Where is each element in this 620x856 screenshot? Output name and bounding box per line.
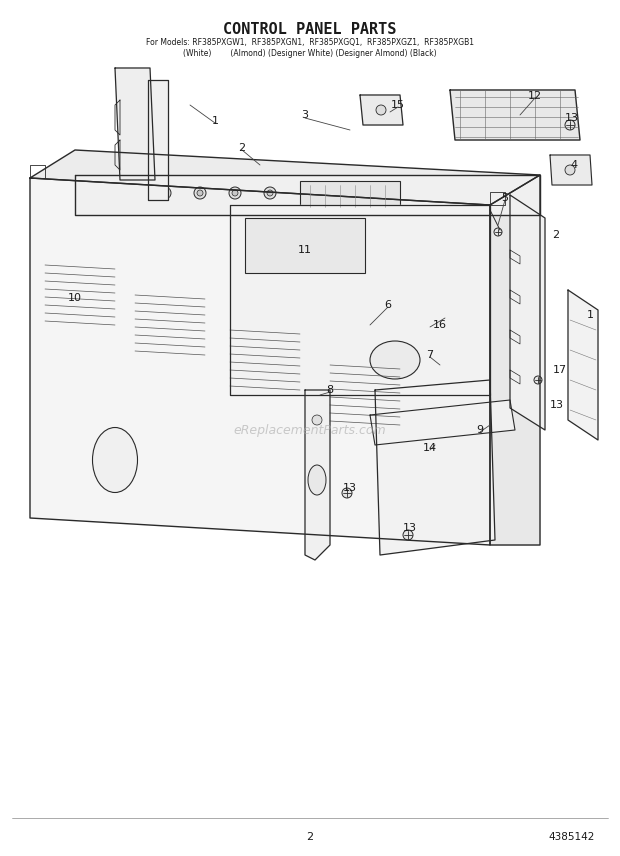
- Text: 13: 13: [343, 483, 357, 493]
- Text: 8: 8: [327, 385, 334, 395]
- Text: 7: 7: [427, 350, 433, 360]
- Text: eReplacementParts.com: eReplacementParts.com: [234, 424, 386, 437]
- Polygon shape: [30, 150, 540, 205]
- Ellipse shape: [92, 427, 138, 492]
- Text: 5: 5: [502, 193, 508, 203]
- Text: 14: 14: [423, 443, 437, 453]
- Circle shape: [534, 376, 542, 384]
- Polygon shape: [490, 175, 540, 545]
- Polygon shape: [450, 90, 580, 140]
- Ellipse shape: [370, 341, 420, 379]
- Polygon shape: [510, 195, 545, 430]
- Circle shape: [194, 187, 206, 199]
- Text: 15: 15: [391, 100, 405, 110]
- Ellipse shape: [308, 465, 326, 495]
- Circle shape: [264, 187, 276, 199]
- Text: 13: 13: [565, 113, 579, 123]
- Polygon shape: [360, 95, 403, 125]
- Circle shape: [376, 105, 386, 115]
- Circle shape: [347, 322, 363, 338]
- Text: 13: 13: [403, 523, 417, 533]
- Text: 12: 12: [528, 91, 542, 101]
- Text: 6: 6: [384, 300, 391, 310]
- Circle shape: [267, 190, 273, 196]
- Text: 3: 3: [301, 110, 309, 120]
- Text: 17: 17: [553, 365, 567, 375]
- Polygon shape: [115, 68, 155, 180]
- Polygon shape: [230, 205, 490, 395]
- Text: 2: 2: [306, 832, 314, 842]
- Text: 4385142: 4385142: [549, 832, 595, 842]
- Text: (White)        (Almond) (Designer White) (Designer Almond) (Black): (White) (Almond) (Designer White) (Desig…: [183, 49, 437, 58]
- Polygon shape: [75, 175, 540, 215]
- Polygon shape: [375, 380, 495, 555]
- Text: 16: 16: [433, 320, 447, 330]
- Circle shape: [159, 187, 171, 199]
- Circle shape: [162, 190, 168, 196]
- Polygon shape: [30, 178, 490, 545]
- Text: 13: 13: [550, 400, 564, 410]
- Circle shape: [494, 228, 502, 236]
- Text: 10: 10: [68, 293, 82, 303]
- Text: CONTROL PANEL PARTS: CONTROL PANEL PARTS: [223, 22, 397, 37]
- Text: 2: 2: [552, 230, 560, 240]
- Circle shape: [340, 315, 370, 345]
- Circle shape: [342, 488, 352, 498]
- Text: 1: 1: [587, 310, 593, 320]
- Bar: [300, 181, 400, 209]
- Polygon shape: [370, 400, 515, 445]
- Text: 4: 4: [570, 160, 578, 170]
- Polygon shape: [148, 80, 168, 200]
- Text: 2: 2: [239, 143, 246, 153]
- Circle shape: [403, 530, 413, 540]
- Circle shape: [312, 415, 322, 425]
- Text: For Models: RF385PXGW1,  RF385PXGN1,  RF385PXGQ1,  RF385PXGZ1,  RF385PXGB1: For Models: RF385PXGW1, RF385PXGN1, RF38…: [146, 38, 474, 47]
- Polygon shape: [550, 155, 592, 185]
- Circle shape: [229, 187, 241, 199]
- Polygon shape: [305, 390, 330, 560]
- Text: 11: 11: [298, 245, 312, 255]
- Circle shape: [232, 190, 238, 196]
- Bar: [245, 218, 365, 273]
- Polygon shape: [568, 290, 598, 440]
- Text: 1: 1: [211, 116, 218, 126]
- Circle shape: [197, 190, 203, 196]
- Circle shape: [565, 120, 575, 130]
- Text: 9: 9: [476, 425, 484, 435]
- Circle shape: [565, 165, 575, 175]
